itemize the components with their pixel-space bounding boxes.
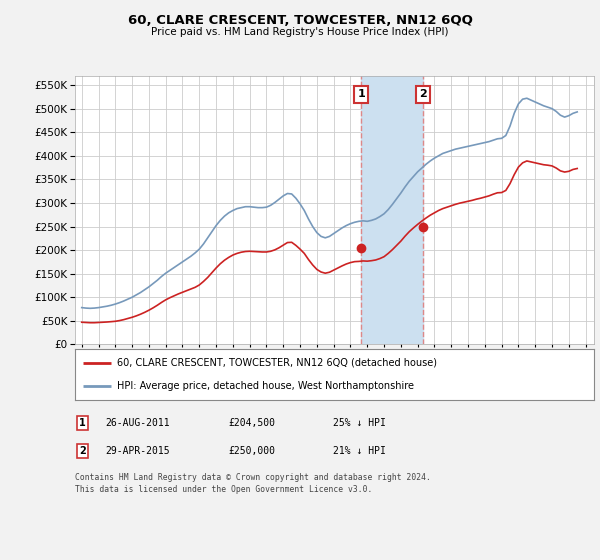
Text: Contains HM Land Registry data © Crown copyright and database right 2024.
This d: Contains HM Land Registry data © Crown c… (75, 473, 431, 494)
Text: 1: 1 (358, 90, 365, 100)
Text: 26-AUG-2011: 26-AUG-2011 (105, 418, 170, 428)
Text: 29-APR-2015: 29-APR-2015 (105, 446, 170, 456)
Text: £204,500: £204,500 (228, 418, 275, 428)
Text: 1: 1 (79, 418, 86, 428)
Text: HPI: Average price, detached house, West Northamptonshire: HPI: Average price, detached house, West… (116, 381, 413, 391)
Bar (361, 76, 423, 344)
Text: 25% ↓ HPI: 25% ↓ HPI (333, 418, 386, 428)
Text: 2: 2 (79, 446, 86, 456)
Text: £250,000: £250,000 (228, 446, 275, 456)
Text: 2: 2 (419, 90, 427, 100)
Text: 21% ↓ HPI: 21% ↓ HPI (333, 446, 386, 456)
Text: 60, CLARE CRESCENT, TOWCESTER, NN12 6QQ: 60, CLARE CRESCENT, TOWCESTER, NN12 6QQ (128, 14, 472, 27)
Text: Price paid vs. HM Land Registry's House Price Index (HPI): Price paid vs. HM Land Registry's House … (151, 27, 449, 37)
Text: 60, CLARE CRESCENT, TOWCESTER, NN12 6QQ (detached house): 60, CLARE CRESCENT, TOWCESTER, NN12 6QQ … (116, 358, 437, 368)
